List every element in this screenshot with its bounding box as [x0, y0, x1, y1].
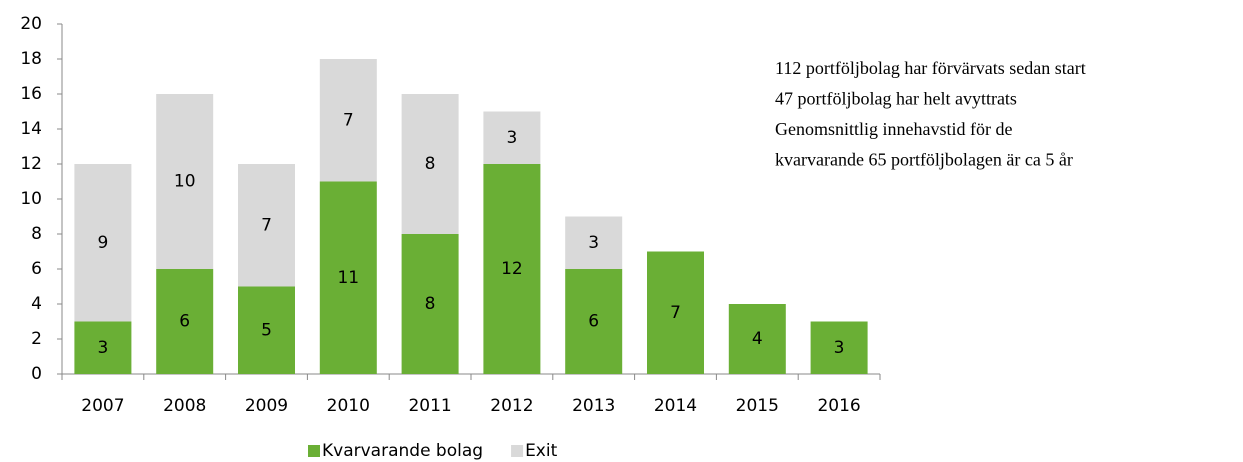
legend-swatch [308, 445, 320, 457]
annotation: 112 portföljbolag har förvärvats sedan s… [775, 58, 1086, 78]
bar-segment [401, 94, 459, 234]
x-tick-label: 2008 [163, 396, 206, 416]
bar-segment [565, 269, 623, 374]
y-tick-label: 16 [20, 84, 42, 104]
y-tick-label: 2 [31, 329, 42, 349]
data-label: 3 [97, 338, 108, 358]
bar-segment [238, 286, 295, 374]
bar-segment [319, 181, 377, 374]
data-label: 10 [174, 172, 196, 192]
bar-segment [483, 164, 541, 374]
bar-segment [238, 164, 295, 287]
data-label: 8 [425, 154, 436, 174]
data-label: 7 [670, 303, 681, 323]
data-label: 3 [588, 233, 599, 253]
data-label: 7 [261, 215, 272, 235]
y-tick-label: 20 [20, 14, 42, 34]
legend-label: Exit [525, 441, 558, 461]
x-tick-label: 2011 [408, 396, 451, 416]
annotation: 47 portföljbolag har helt avyttrats [775, 89, 1017, 109]
bar-segment [401, 234, 459, 374]
bar-segment [483, 111, 541, 164]
y-tick-label: 10 [20, 189, 42, 209]
data-label: 3 [506, 128, 517, 148]
annotation: Genomsnittlig innehavstid för de [775, 119, 1012, 139]
x-tick-label: 2013 [572, 396, 615, 416]
data-label: 11 [337, 268, 359, 288]
data-label: 9 [97, 233, 108, 253]
bar-segment [647, 251, 704, 374]
bar-segment [810, 321, 868, 374]
bar-segment [728, 304, 786, 374]
x-tick-label: 2012 [490, 396, 533, 416]
y-tick-label: 12 [20, 154, 42, 174]
data-label: 6 [588, 312, 599, 332]
x-tick-label: 2009 [245, 396, 288, 416]
legend-swatch [511, 445, 524, 457]
x-tick-label: 2016 [817, 396, 860, 416]
x-tick-label: 2015 [736, 396, 779, 416]
annotation: kvarvarande 65 portföljbolagen är ca 5 å… [775, 150, 1073, 170]
data-label: 3 [834, 338, 845, 358]
bar-segment [565, 216, 623, 269]
bar-segment [319, 59, 377, 182]
data-label: 7 [343, 110, 354, 130]
y-tick-label: 8 [31, 224, 42, 244]
y-tick-label: 6 [31, 259, 42, 279]
data-label: 5 [261, 320, 272, 340]
data-label: 4 [752, 329, 763, 349]
x-tick-label: 2010 [327, 396, 370, 416]
legend-label: Kvarvarande bolag [322, 441, 483, 461]
y-tick-label: 14 [20, 119, 42, 139]
data-label: 6 [179, 312, 190, 332]
y-tick-label: 4 [31, 294, 42, 314]
bar-segment [156, 269, 214, 374]
data-label: 8 [425, 294, 436, 314]
x-tick-label: 2014 [654, 396, 697, 416]
data-label: 12 [501, 259, 523, 279]
y-tick-label: 0 [31, 364, 42, 384]
x-tick-label: 2007 [81, 396, 124, 416]
bar-segment [74, 321, 132, 374]
bar-segment [74, 164, 132, 322]
bar-segment [156, 94, 214, 269]
y-tick-label: 18 [20, 49, 42, 69]
